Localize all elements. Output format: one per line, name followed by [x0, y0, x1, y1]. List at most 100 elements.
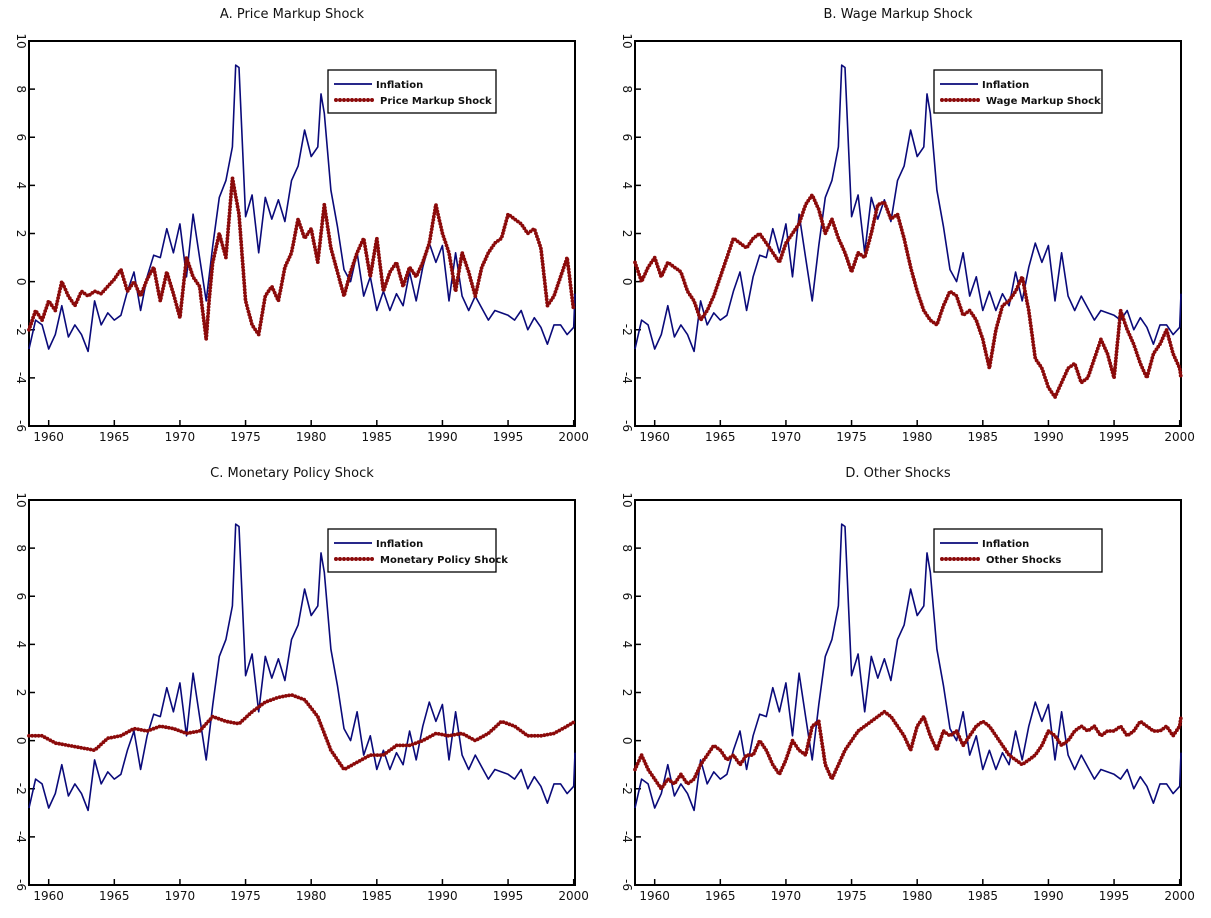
series-dot — [285, 260, 289, 265]
series-dot — [516, 726, 520, 731]
series-dot — [180, 297, 184, 302]
legend-swatch-shock — [948, 557, 952, 561]
series-dot — [1033, 355, 1038, 360]
series-dot — [376, 249, 381, 254]
series-dot — [443, 240, 448, 245]
series-dot — [166, 275, 171, 279]
series-dot — [1027, 314, 1032, 319]
series-dot — [430, 733, 435, 737]
series-dot — [1091, 358, 1096, 363]
series-dot — [209, 279, 213, 284]
series-dot — [425, 246, 430, 250]
series-dot — [1169, 346, 1174, 351]
series-dot — [542, 275, 547, 280]
legend-swatch-shock — [354, 557, 358, 561]
series-dot — [823, 231, 828, 236]
series-dot — [712, 292, 717, 296]
series-dot — [1093, 352, 1098, 357]
legend-label-inflation: Inflation — [982, 539, 1029, 550]
series-dot — [237, 220, 242, 225]
series-dot — [946, 293, 950, 298]
series-dot — [830, 217, 834, 222]
series-dot — [228, 204, 233, 209]
series-dot — [1069, 364, 1073, 368]
series-dot — [833, 226, 837, 231]
series-dot — [943, 299, 948, 304]
series-dot — [124, 730, 129, 735]
x-tick-label: 1970 — [771, 430, 802, 444]
y-tick-label: -4 — [620, 372, 634, 384]
series-dot — [417, 267, 422, 271]
y-tick-label: -2 — [620, 783, 634, 795]
series-dot — [198, 293, 203, 298]
series-dot — [64, 290, 69, 295]
legend-swatch-shock — [956, 98, 960, 102]
series-dot — [1132, 344, 1137, 349]
series-dot — [366, 754, 370, 759]
legend-swatch-shock — [968, 557, 972, 561]
series-dot — [551, 295, 555, 300]
series-dot — [988, 360, 993, 365]
series-dot — [884, 204, 888, 209]
series-dot — [271, 697, 276, 701]
series-dot — [476, 281, 480, 286]
series-dot — [446, 249, 451, 254]
series-dot — [325, 221, 330, 226]
series-dot — [312, 245, 317, 249]
series-dot — [180, 294, 185, 299]
series-dot — [227, 217, 231, 222]
series-dot — [127, 729, 132, 734]
series-dot — [388, 269, 393, 274]
series-dot — [557, 728, 562, 733]
series-dot — [684, 287, 689, 291]
series-dot — [423, 252, 428, 256]
series-dot — [780, 253, 784, 257]
series-dot — [378, 262, 382, 267]
series-dot — [643, 762, 648, 766]
legend-swatch-shock — [342, 98, 346, 102]
series-dot — [372, 248, 377, 253]
series-dot — [230, 176, 235, 181]
series-dot — [188, 730, 193, 735]
series-dot — [543, 288, 548, 292]
series-dot — [697, 766, 701, 770]
series-dot — [826, 769, 831, 774]
series-dot — [401, 743, 405, 748]
series-dot — [449, 265, 454, 269]
series-dot — [1020, 276, 1025, 281]
series-dot — [845, 744, 850, 749]
series-dot — [864, 247, 869, 252]
series-dot — [448, 258, 453, 263]
series-dot — [976, 325, 981, 330]
series-dot — [541, 268, 546, 273]
series-dot — [401, 282, 406, 287]
series-dot — [328, 748, 333, 752]
series-dot — [560, 268, 565, 273]
series-dot — [848, 265, 852, 270]
series-dot — [569, 286, 573, 291]
series-dot — [443, 733, 447, 737]
series-dot — [1175, 361, 1180, 366]
y-tick-label: 0 — [620, 278, 634, 286]
series-dot — [956, 732, 960, 736]
series-dot — [805, 744, 810, 749]
series-dot — [760, 742, 765, 747]
series-dot — [332, 753, 337, 758]
series-dot — [320, 727, 325, 731]
series-dot — [244, 303, 249, 308]
legend-swatch-shock — [960, 98, 964, 102]
y-tick-label: -2 — [14, 324, 28, 336]
series-dot — [895, 723, 900, 728]
series-dot — [1155, 729, 1160, 733]
series-dot — [271, 288, 276, 292]
series-dot — [895, 212, 900, 217]
series-dot — [207, 292, 212, 297]
series-dot — [1122, 321, 1127, 325]
series-dot — [992, 335, 997, 340]
series-dot — [202, 319, 206, 323]
y-tick-label: 6 — [14, 133, 28, 141]
series-dot — [85, 747, 90, 751]
series-dot — [694, 772, 699, 776]
series-dot — [1061, 741, 1066, 746]
series-dot — [461, 732, 466, 737]
